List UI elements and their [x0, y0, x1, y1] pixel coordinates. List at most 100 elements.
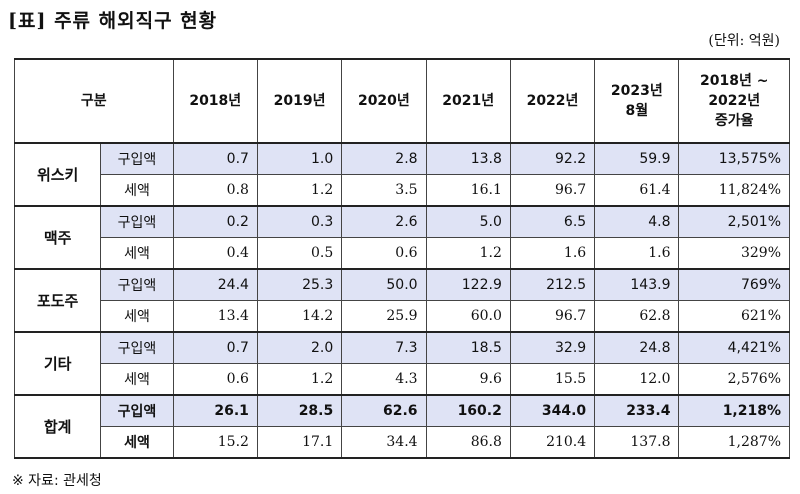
table-cell: 4.3	[341, 363, 427, 396]
table-cell: 13,575%	[678, 142, 790, 175]
header-growth-line2: 2022년	[708, 93, 761, 109]
table-cell: 59.9	[594, 142, 680, 175]
table-cell: 62.6	[341, 394, 427, 427]
table-cell: 50.0	[341, 268, 427, 301]
table-cell: 15.5	[509, 363, 596, 396]
table-cell: 61.4	[594, 174, 680, 207]
table-cell: 4,421%	[678, 331, 790, 364]
table-cell: 25.9	[341, 300, 427, 333]
purchase-label: 구입액	[100, 394, 174, 427]
table-cell: 14.2	[256, 300, 343, 333]
header-year-2019: 2019년	[256, 58, 343, 144]
table-row: 세액 0.6 1.2 4.3 9.6 15.5 12.0 2,576%	[15, 363, 790, 396]
table-cell: 0.4	[172, 237, 258, 270]
table-title: [표] 주류 해외직구 현황	[8, 10, 218, 32]
table-cell: 15.2	[172, 426, 258, 459]
table-cell: 5.0	[425, 205, 511, 238]
table-row: 합계 구입액 26.1 28.5 62.6 160.2 344.0 233.4 1,218%	[13, 394, 790, 459]
table-cell: 621%	[678, 300, 790, 333]
table-cell: 329%	[678, 237, 790, 270]
row-category: 맥주	[13, 205, 102, 270]
header-category: 구분	[14, 58, 174, 144]
table-row: 맥주 구입액 0.2 0.3 2.6 5.0 6.5 4.8 2,501%	[13, 205, 790, 270]
table-cell: 12.0	[594, 363, 680, 396]
table-cell: 2.0	[256, 331, 343, 364]
table-cell: 0.7	[172, 142, 258, 175]
table-cell: 769%	[678, 268, 790, 301]
table-cell: 62.8	[594, 300, 680, 333]
tax-label: 세액	[100, 237, 174, 270]
table-cell: 0.7	[172, 331, 258, 364]
table-cell: 11,824%	[678, 174, 790, 207]
header-growth: 2018년 ~ 2022년 증가율	[678, 58, 790, 144]
table-cell: 18.5	[425, 331, 511, 364]
purchase-label: 구입액	[100, 205, 174, 238]
table-cell: 344.0	[509, 394, 596, 427]
table-cell: 233.4	[594, 394, 680, 427]
table-cell: 24.4	[172, 268, 258, 301]
table-row: 세액 15.2 17.1 34.4 86.8 210.4 137.8 1,287%	[15, 426, 790, 459]
table-row: 세액 0.4 0.5 0.6 1.2 1.6 1.6 329%	[15, 237, 790, 270]
unit-label: (단위: 억원)	[708, 33, 780, 49]
row-category: 합계	[13, 394, 102, 459]
table-cell: 7.3	[341, 331, 427, 364]
table-row: 위스키 구입액 0.7 1.0 2.8 13.8 92.2 59.9 13,575%	[13, 142, 790, 207]
table-cell: 13.4	[172, 300, 258, 333]
table-cell: 2,501%	[678, 205, 790, 238]
table-cell: 96.7	[509, 174, 596, 207]
table-cell: 1.2	[256, 174, 343, 207]
table-cell: 1.6	[509, 237, 596, 270]
table-cell: 96.7	[509, 300, 596, 333]
tax-label: 세액	[100, 363, 174, 396]
table-cell: 26.1	[172, 394, 258, 427]
table-cell: 25.3	[256, 268, 343, 301]
header-year-2021: 2021년	[425, 58, 511, 144]
header-2023-line2: 8월	[625, 103, 649, 119]
table-cell: 1.0	[256, 142, 343, 175]
row-category: 포도주	[13, 268, 102, 333]
table-cell: 210.4	[509, 426, 596, 459]
purchase-label: 구입액	[100, 142, 174, 175]
table-cell: 122.9	[425, 268, 511, 301]
table-row: 포도주 구입액 24.4 25.3 50.0 122.9 212.5 143.9 769%	[13, 268, 790, 333]
table-cell: 2.6	[341, 205, 427, 238]
table-cell: 24.8	[594, 331, 680, 364]
table-cell: 0.8	[172, 174, 258, 207]
table-cell: 17.1	[256, 426, 343, 459]
header-2023-line1: 2023년	[610, 83, 663, 99]
table-cell: 60.0	[425, 300, 511, 333]
tax-label: 세액	[100, 174, 174, 207]
table-row: 세액 0.8 1.2 3.5 16.1 96.7 61.4 11,824%	[15, 174, 790, 207]
table-cell: 1,287%	[678, 426, 790, 459]
table-row: 세액 13.4 14.2 25.9 60.0 96.7 62.8 621%	[15, 300, 790, 333]
header-growth-line3: 증가율	[714, 113, 754, 129]
table-cell: 1,218%	[678, 394, 790, 427]
liquor-import-table: 구분 2018년 2019년 2020년 2021년 2022년 2023년 8월…	[13, 58, 790, 459]
table-cell: 1.2	[425, 237, 511, 270]
row-category: 위스키	[13, 142, 102, 207]
table-cell: 28.5	[256, 394, 343, 427]
table-cell: 6.5	[509, 205, 596, 238]
table-cell: 0.3	[256, 205, 343, 238]
table-cell: 1.2	[256, 363, 343, 396]
purchase-label: 구입액	[100, 268, 174, 301]
footnote-source: ※ 자료: 관세청	[12, 473, 102, 489]
header-year-2018: 2018년	[172, 58, 258, 144]
table-cell: 0.6	[341, 237, 427, 270]
tax-label: 세액	[100, 300, 174, 333]
table-row: 기타 구입액 0.7 2.0 7.3 18.5 32.9 24.8 4,421%	[13, 331, 790, 396]
table-cell: 9.6	[425, 363, 511, 396]
table-cell: 212.5	[509, 268, 596, 301]
table-cell: 92.2	[509, 142, 596, 175]
purchase-label: 구입액	[100, 331, 174, 364]
table-cell: 34.4	[341, 426, 427, 459]
tax-label: 세액	[100, 426, 174, 459]
table-cell: 2.8	[341, 142, 427, 175]
table-cell: 13.8	[425, 142, 511, 175]
table-cell: 0.6	[172, 363, 258, 396]
table-cell: 0.5	[256, 237, 343, 270]
header-year-2020: 2020년	[341, 58, 427, 144]
table-cell: 86.8	[425, 426, 511, 459]
row-category: 기타	[13, 331, 102, 396]
table-cell: 2,576%	[678, 363, 790, 396]
